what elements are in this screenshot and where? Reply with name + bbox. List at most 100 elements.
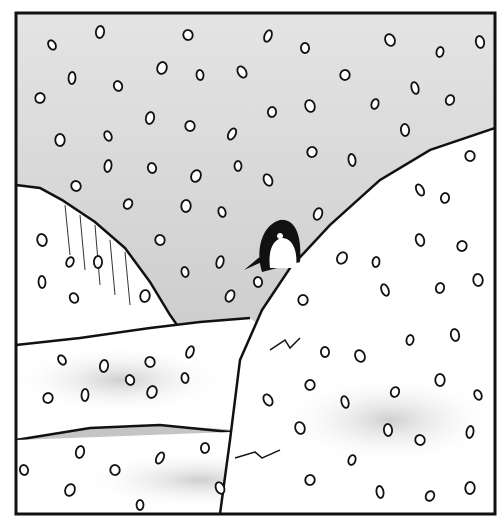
snowflake (36, 233, 48, 247)
snowflake (98, 359, 110, 373)
snowflake (144, 111, 156, 125)
snowflake (399, 123, 411, 137)
snowflake (439, 192, 451, 204)
snowflake (70, 180, 82, 192)
snowflake (103, 159, 113, 173)
snowflake (37, 275, 47, 289)
snowflake (80, 388, 90, 402)
snowflake (382, 423, 394, 437)
snowflake (18, 464, 30, 476)
snowflake (185, 345, 195, 359)
snowflake (306, 146, 318, 158)
snowflake (347, 153, 357, 167)
snowflakes (18, 25, 486, 511)
snowflake (312, 207, 324, 221)
snowflake (236, 65, 248, 79)
snowflake (57, 354, 67, 366)
snowflake (474, 35, 486, 49)
snowflake (122, 198, 134, 210)
snowflake (34, 92, 46, 104)
snowflake (304, 474, 316, 486)
snowflake (65, 256, 75, 268)
snowflake (456, 240, 468, 252)
snowflake (410, 81, 420, 95)
snowflake (444, 94, 456, 106)
snowflake (262, 393, 274, 407)
sketch-lines (234, 337, 301, 459)
shadow (10, 345, 230, 415)
snowflake (180, 266, 190, 278)
snowflake (414, 233, 426, 247)
snowflake (449, 328, 461, 342)
snowflake (217, 206, 227, 218)
snowflake (304, 99, 316, 113)
snowflake (184, 120, 196, 132)
snowflake (67, 71, 77, 85)
snowflake (472, 273, 484, 287)
snowflake (226, 127, 238, 141)
snowflake (68, 292, 80, 304)
snowflake (370, 98, 380, 110)
snowflake (64, 483, 76, 497)
ridge (15, 423, 231, 442)
snowflake (336, 251, 348, 265)
snowflake (214, 481, 226, 495)
snowflake (154, 234, 166, 246)
snowflake (266, 106, 278, 118)
snowflake (74, 445, 86, 459)
snowflake (384, 33, 396, 47)
snowflake (465, 425, 475, 439)
snowflake (182, 29, 194, 41)
snowflake (389, 386, 401, 398)
snowflake (92, 255, 104, 269)
snowflake (124, 374, 136, 386)
snowflake (180, 199, 192, 213)
snowflake (354, 349, 366, 363)
cliff-lines (64, 204, 131, 306)
shadow (280, 375, 500, 465)
snowflake (190, 169, 202, 183)
snowflake (144, 356, 156, 368)
snowflake (375, 485, 385, 499)
snowflake (304, 379, 316, 391)
snowflake (414, 183, 426, 197)
snowflake (435, 46, 445, 58)
snowflake (405, 334, 415, 346)
snowflake (199, 442, 211, 454)
snowflake (294, 421, 306, 435)
ridge (15, 316, 251, 347)
snowflake (112, 80, 124, 92)
penguin (244, 219, 301, 272)
snowflake (224, 289, 236, 303)
snowflake (135, 499, 145, 511)
snowflake (103, 130, 113, 142)
snowflake (340, 395, 350, 409)
snowflake (297, 294, 309, 306)
snowflake (154, 451, 166, 465)
snowflake (464, 481, 476, 495)
snowflake (371, 256, 381, 268)
snowflake (94, 25, 106, 39)
snowflake (146, 162, 158, 174)
snowflake (434, 373, 446, 387)
snowflake (195, 69, 205, 81)
snowflake (414, 434, 426, 446)
snowflake (299, 42, 311, 54)
snowflake (263, 29, 273, 43)
frame (14, 11, 497, 516)
snowflake (180, 372, 190, 384)
snowflake (109, 464, 121, 476)
snowflake (42, 392, 54, 404)
snowflake (380, 283, 390, 297)
snowflake (146, 385, 158, 399)
snowflake (434, 282, 446, 294)
snowflake (339, 69, 351, 81)
snowflake (319, 346, 331, 358)
snowflake (464, 150, 476, 162)
snowflake (54, 133, 66, 147)
snowflake (139, 289, 151, 303)
snowflake (347, 454, 357, 466)
snowflake (215, 255, 225, 269)
